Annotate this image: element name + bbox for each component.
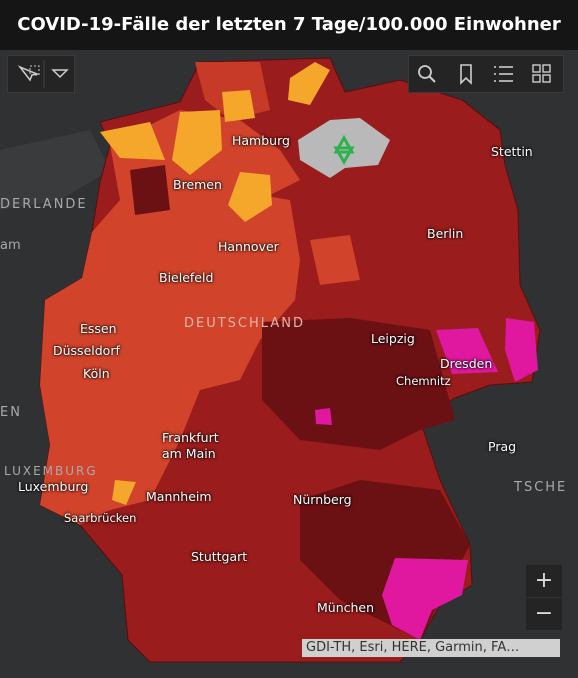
country-label: DERLANDE <box>0 197 88 212</box>
city-label: Saarbrücken <box>64 511 137 525</box>
city-label: Köln <box>83 366 110 381</box>
region <box>100 122 165 160</box>
city-label: Nürnberg <box>293 492 352 507</box>
region <box>310 235 360 285</box>
country-label: EN <box>0 405 22 420</box>
city-label: Bremen <box>173 177 222 192</box>
toolbar-icons <box>418 64 551 85</box>
region <box>130 165 170 215</box>
city-label: Essen <box>80 321 117 336</box>
country-label: am <box>0 238 21 253</box>
select-tool[interactable] <box>7 55 75 93</box>
city-label: Hannover <box>218 239 279 254</box>
zoom-out[interactable]: − <box>526 598 562 630</box>
region <box>228 172 272 222</box>
region <box>436 328 498 374</box>
city-label: Dresden <box>440 356 493 371</box>
region <box>172 110 222 175</box>
map <box>0 50 578 678</box>
select-icons <box>17 60 69 88</box>
city-label: Mannheim <box>146 489 212 504</box>
attribution: GDI-TH, Esri, HERE, Garmin, FA… <box>302 639 560 657</box>
city-label: Chemnitz <box>396 374 451 388</box>
country-label: DEUTSCHLAND <box>184 316 305 331</box>
region <box>505 318 538 382</box>
country-label: LUXEMBURG <box>4 464 98 478</box>
city-label: München <box>317 600 375 615</box>
region <box>40 190 300 525</box>
country-label: TSCHE <box>514 480 568 495</box>
title: COVID-19-Fälle der letzten 7 Tage/100.00… <box>0 0 578 50</box>
city-label: Frankfurt am Main <box>162 430 219 461</box>
city-label: Leipzig <box>371 331 415 346</box>
city-label: Bielefeld <box>159 270 214 285</box>
city-label: Luxemburg <box>18 479 89 494</box>
toolbar[interactable] <box>408 55 564 93</box>
city-label: Berlin <box>427 226 464 241</box>
marker <box>333 134 355 166</box>
region <box>315 408 332 425</box>
region <box>382 558 468 640</box>
region <box>222 90 255 122</box>
city-label: Stettin <box>491 144 533 159</box>
region <box>262 318 455 450</box>
city-label: Stuttgart <box>191 549 248 564</box>
city-label: Hamburg <box>232 133 290 148</box>
city-label: Prag <box>488 439 517 454</box>
zoom-in[interactable]: + <box>526 565 562 597</box>
city-label: Düsseldorf <box>53 343 120 358</box>
region <box>288 62 330 105</box>
region <box>112 480 136 505</box>
